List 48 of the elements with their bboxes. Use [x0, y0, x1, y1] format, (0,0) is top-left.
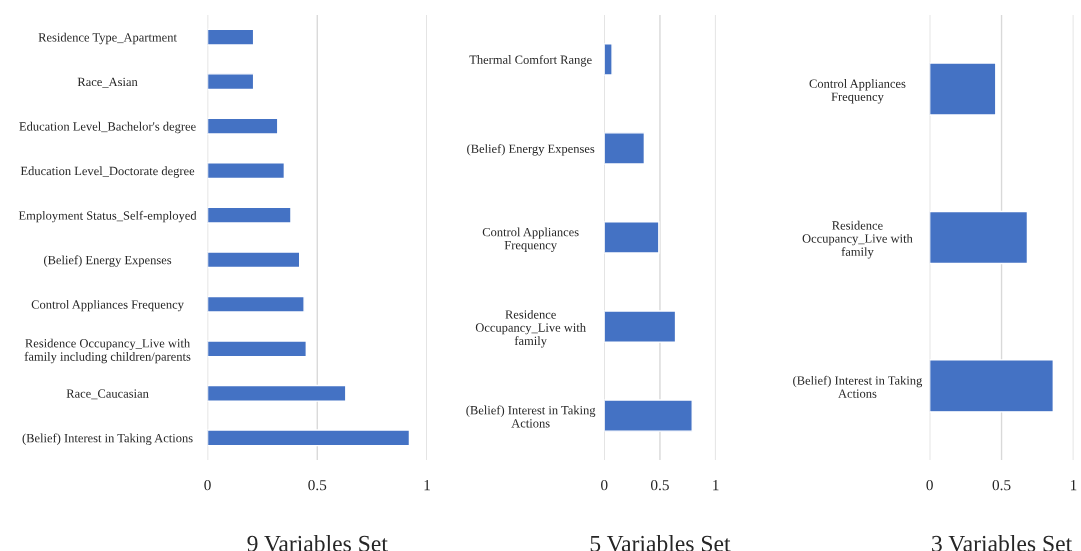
bar — [207, 384, 347, 402]
bar — [929, 359, 1054, 413]
bar — [604, 43, 613, 76]
bar — [207, 206, 292, 224]
y-tick-label: (Belief) Interest in Taking Actions — [793, 375, 923, 398]
bar — [207, 429, 411, 447]
y-tick-label: Control Appliances Frequency — [482, 227, 579, 252]
y-tick-label: Residence Type_Apartment — [38, 32, 177, 45]
bar — [207, 340, 307, 358]
x-axis-title: 3 Variables Set — [932, 535, 1073, 551]
y-tick-label: Control Appliances Frequency — [809, 79, 906, 104]
x-tick-label: 1 — [1070, 480, 1077, 491]
x-tick-label: 1 — [713, 480, 719, 491]
x-axis-title: 9 Variables Set — [247, 535, 388, 551]
bar — [929, 62, 997, 116]
x-tick-label: 0 — [204, 479, 211, 491]
y-tick-label: Thermal Comfort Range — [469, 55, 592, 67]
bar — [929, 210, 1029, 265]
bar — [207, 28, 255, 46]
bar — [207, 251, 301, 269]
y-tick-label: (Belief) Interest in Taking Actions — [466, 405, 596, 428]
x-tick-label: 1 — [424, 480, 430, 491]
x-tick-label: 0.5 — [992, 479, 1011, 491]
y-tick-label: (Belief) Energy Expenses — [44, 255, 172, 267]
y-tick-label: Education Level_Doctorate degree — [20, 166, 195, 178]
y-tick-label: Residence Occupancy_Live with family including children/parents — [24, 338, 191, 364]
x-tick-label: 0.5 — [650, 479, 669, 491]
bar — [207, 162, 286, 180]
bar — [207, 73, 255, 91]
y-tick-label: Employment Status_Self-employed — [18, 210, 197, 223]
y-tick-label: Education Level_Bachelor's degree — [19, 121, 196, 134]
bar — [207, 117, 279, 135]
bar — [604, 399, 693, 432]
y-tick-label: (Belief) Energy Expenses — [467, 144, 595, 156]
y-tick-label: Control Appliances Frequency — [31, 299, 184, 312]
y-tick-label: Race_Caucasian — [66, 389, 149, 400]
bar — [207, 295, 305, 313]
bar — [604, 221, 660, 254]
bar — [604, 310, 677, 343]
x-axis-title: 5 Variables Set — [590, 535, 731, 551]
y-tick-label: (Belief) Interest in Taking Actions — [22, 433, 193, 445]
y-tick-label: Race_Asian — [77, 77, 138, 88]
x-tick-label: 0 — [926, 479, 933, 491]
y-tick-label: Residence Occupancy_Live with family — [802, 220, 913, 259]
bar — [604, 132, 646, 165]
y-tick-label: Residence Occupancy_Live with family — [475, 309, 586, 348]
x-tick-label: 0 — [601, 479, 608, 491]
x-tick-label: 0.5 — [308, 479, 327, 491]
